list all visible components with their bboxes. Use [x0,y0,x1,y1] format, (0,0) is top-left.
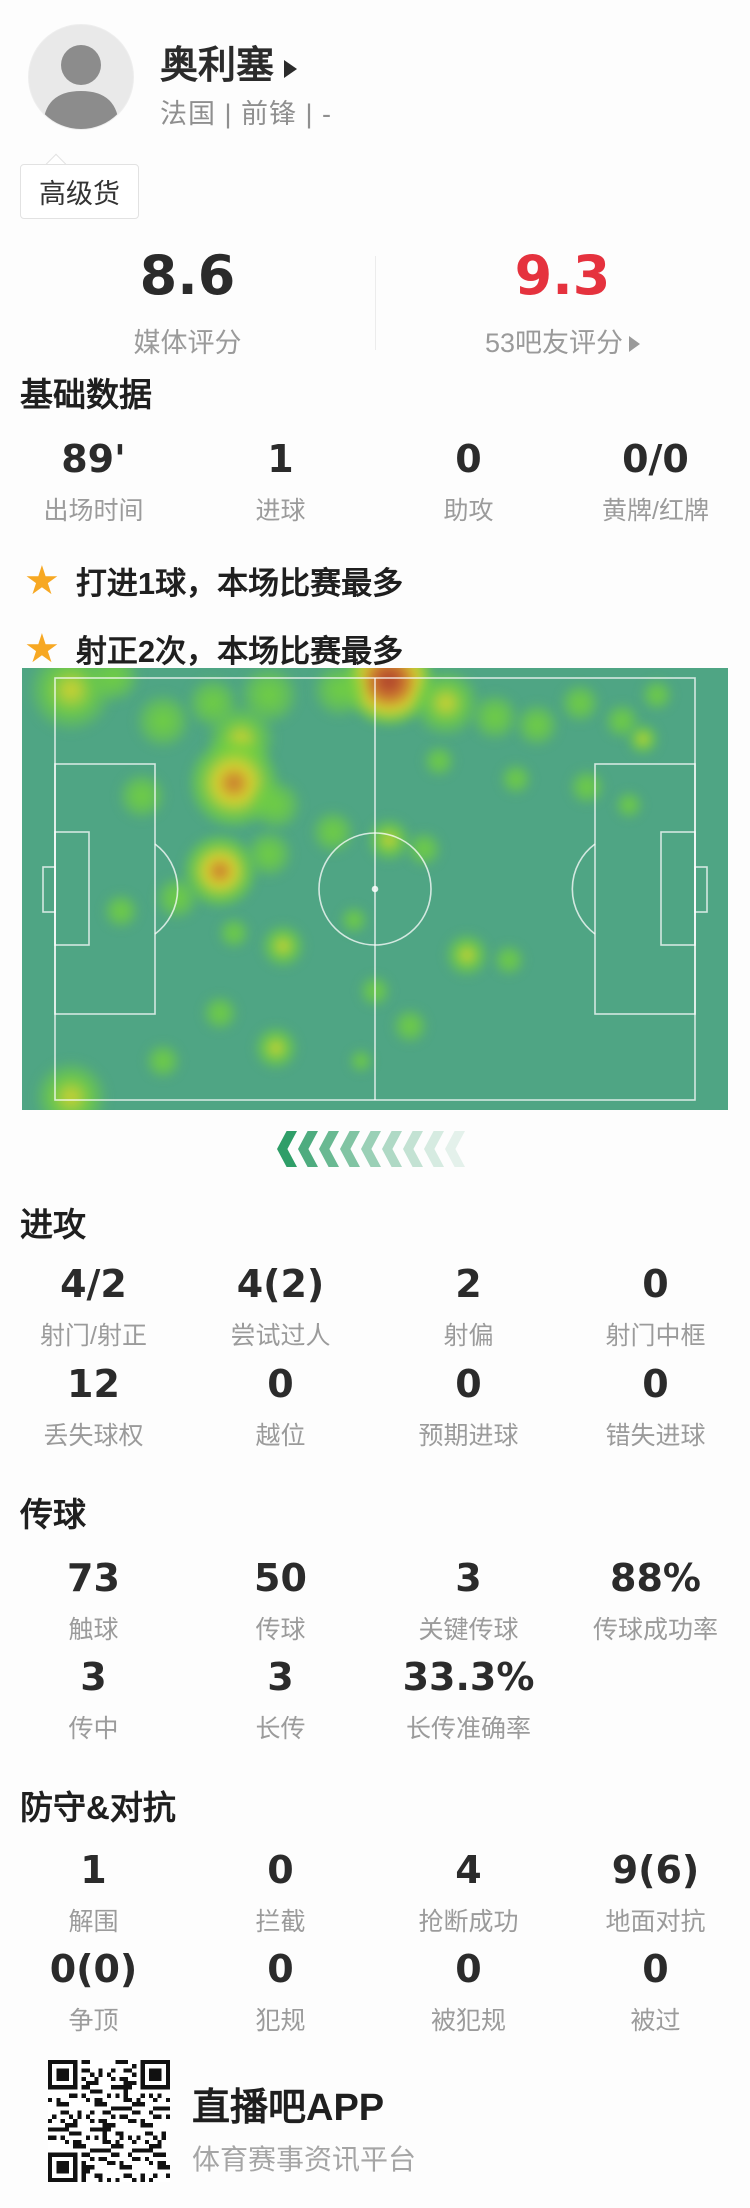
pitch-lines [42,677,708,1101]
section-title-passing: 传球 [20,1496,86,1533]
attack-direction-chevrons-icon [277,1131,466,1167]
stat-key-passes: 3 关键传球 [418,1556,519,1644]
stat-pass-accuracy: 88% 传球成功率 [592,1556,718,1644]
stat-woodwork: 0 射门中框 [605,1262,706,1350]
stat-clearances: 1 解围 [68,1848,119,1936]
player-meta: 法国 | 前锋 | - [160,99,333,129]
fan-rating-label-text: 53吧友评分 [484,328,624,358]
highlight-text: 射正2次，本场比赛最多 [75,634,404,669]
stat-dribbled-past: 0 被过 [630,1947,681,2035]
stat-xg: 0 预期进球 [418,1362,519,1450]
highlight-goal: ★ 打进1球，本场比赛最多 [24,558,403,603]
stat-minutes: 89' 出场时间 [43,437,144,525]
stat-big-chances-missed: 0 错失进球 [605,1362,706,1450]
stat-crosses: 3 传中 [68,1655,119,1743]
stat-shots: 4/2 射门/射正 [40,1262,147,1350]
rating-divider [375,256,376,350]
stat-long-balls: 3 长传 [255,1655,306,1743]
media-rating-value: 8.6 [139,244,236,307]
stat-goals: 1 进球 [255,437,306,525]
qr-code [48,2060,170,2182]
fan-rating-label: 53吧友评分 [375,321,750,360]
app-name: 直播吧APP [192,2087,385,2129]
stat-dribbles: 4(2) 尝试过人 [230,1262,331,1350]
name-caret-icon [284,60,298,78]
player-name[interactable]: 奥利塞 [160,34,298,89]
stat-possession-lost: 12 丢失球权 [43,1362,144,1450]
stat-assists: 0 助攻 [443,437,494,525]
section-title-defense: 防守&对抗 [20,1789,176,1826]
stat-offsides: 0 越位 [255,1362,306,1450]
stat-passes: 50 传球 [254,1556,307,1644]
stat-fouled: 0 被犯规 [430,1947,506,2035]
media-rating-label: 媒体评分 [133,328,242,358]
player-avatar [28,24,134,130]
section-title-attack: 进攻 [20,1206,86,1243]
stat-long-ball-accuracy: 33.3% 长传准确率 [402,1655,535,1743]
highlight-text: 打进1球，本场比赛最多 [75,566,404,601]
stat-tackles-won: 4 抢断成功 [418,1848,519,1936]
stat-fouls: 0 犯规 [255,1947,306,2035]
star-icon: ★ [24,558,60,603]
avatar-silhouette-icon [43,45,119,129]
media-rating: 8.6 媒体评分 [0,244,375,360]
stat-touches: 73 触球 [67,1556,120,1644]
highlight-shots-on-target: ★ 射正2次，本场比赛最多 [24,626,403,671]
section-title-basic: 基础数据 [20,376,152,413]
fan-rating-value: 9.3 [514,244,611,307]
app-tagline: 体育赛事资讯平台 [192,2144,417,2175]
stat-aerial-duels: 0(0) 争顶 [49,1947,138,2035]
stat-ground-duels: 9(6) 地面对抗 [605,1848,706,1936]
player-name-text: 奥利塞 [160,45,275,87]
fan-rating[interactable]: 9.3 53吧友评分 [375,244,750,360]
stat-shots-off: 2 射偏 [443,1262,494,1350]
heatmap-pitch [22,668,728,1110]
star-icon: ★ [24,626,60,671]
stat-interceptions: 0 拦截 [255,1848,306,1936]
fan-rating-caret-icon [629,336,641,352]
stat-cards: 0/0 黄牌/红牌 [602,437,709,525]
player-tag-badge: 高级货 [20,164,139,219]
